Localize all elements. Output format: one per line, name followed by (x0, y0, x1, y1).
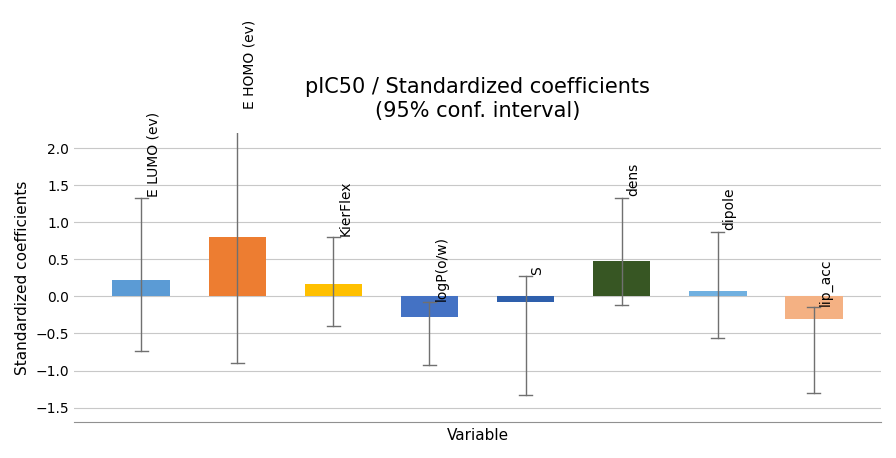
Bar (593, 261, 650, 296)
Bar (401, 296, 459, 317)
Bar (113, 280, 170, 296)
Text: logP(o/w): logP(o/w) (435, 236, 448, 301)
Title: pIC50 / Standardized coefficients
(95% conf. interval): pIC50 / Standardized coefficients (95% c… (305, 77, 650, 120)
Text: dens: dens (626, 163, 641, 196)
Bar (209, 237, 266, 296)
Bar (305, 284, 362, 296)
Bar (785, 296, 842, 319)
X-axis label: Variable: Variable (446, 428, 509, 443)
Text: E HOMO (ev): E HOMO (ev) (242, 20, 256, 109)
Text: lip_acc: lip_acc (819, 258, 832, 306)
Bar (496, 296, 555, 302)
Text: S: S (530, 266, 545, 275)
Bar (689, 291, 746, 296)
Text: E LUMO (ev): E LUMO (ev) (146, 112, 160, 197)
Text: dipole: dipole (722, 188, 737, 230)
Y-axis label: Standardized coefficients: Standardized coefficients (15, 180, 30, 375)
Text: KierFlex: KierFlex (338, 180, 352, 235)
